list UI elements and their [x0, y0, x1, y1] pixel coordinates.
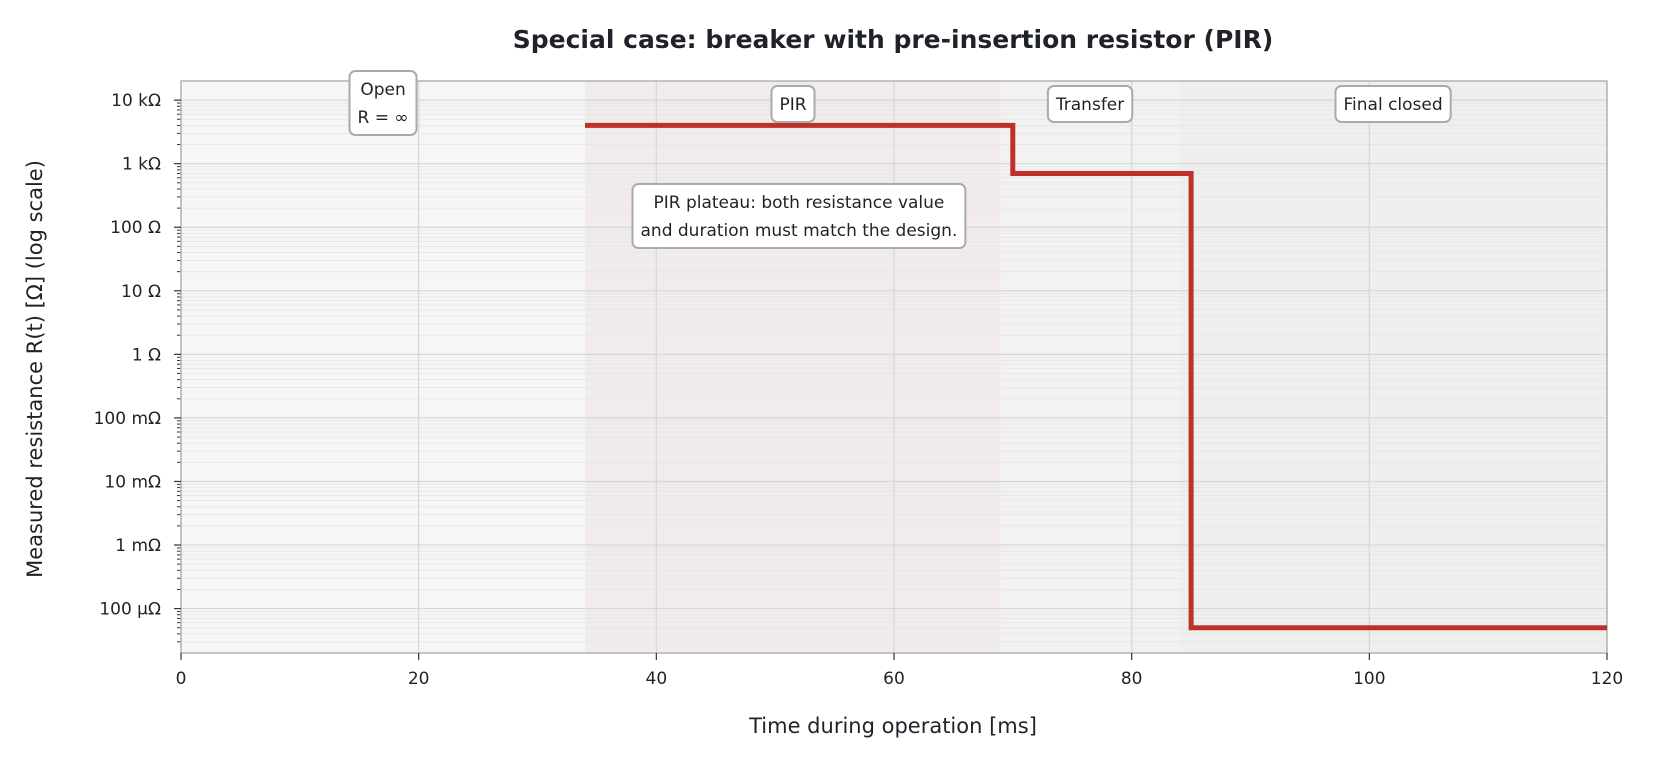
phase-label-3: Final closed: [1334, 85, 1452, 123]
y-tick-label: 10 Ω: [121, 282, 161, 302]
annotation-0: PIR plateau: both resistance value and du…: [631, 183, 967, 250]
phase-label-0-text: Open: [360, 80, 405, 100]
y-tick-label: 100 µΩ: [99, 600, 161, 620]
chart-title: Special case: breaker with pre-insertion…: [513, 25, 1274, 54]
y-tick-label: 1 kΩ: [122, 155, 161, 175]
phase-label-1-text: PIR: [779, 95, 806, 115]
x-tick-label: 20: [408, 669, 430, 689]
y-tick-label: 10 kΩ: [111, 91, 161, 111]
phase-label-1: PIR: [770, 85, 816, 123]
x-tick-label: 0: [176, 669, 187, 689]
annotation-0-text: PIR plateau: both resistance value: [653, 193, 944, 213]
phase-label-3-text: Final closed: [1344, 95, 1443, 115]
phase-label-2-text: Transfer: [1055, 95, 1124, 115]
annotation-0-box: [631, 183, 967, 250]
phase-band-0: [181, 81, 586, 653]
x-tick-label: 100: [1353, 669, 1385, 689]
phase-label-3-box: [1334, 85, 1452, 123]
phase-band-3: [1179, 81, 1607, 653]
phase-band-1: [585, 81, 1001, 653]
series-line-0: [585, 122, 1607, 631]
phase-band-2: [1000, 81, 1180, 653]
y-tick-label: 1 mΩ: [115, 536, 161, 556]
y-tick-label: 10 mΩ: [104, 472, 161, 492]
phase-label-0: Open R = ∞: [348, 70, 418, 136]
phase-label-2-box: [1046, 85, 1134, 123]
x-tick-label: 40: [646, 669, 668, 689]
annotation-0-text: and duration must match the design.: [641, 221, 958, 241]
x-tick-label: 80: [1121, 669, 1143, 689]
x-axis-label: Time during operation [ms]: [748, 714, 1037, 738]
x-tick-label: 120: [1591, 669, 1623, 689]
y-axis-label: Measured resistance R(t) [Ω] (log scale): [23, 160, 47, 578]
phase-label-1-box: [770, 85, 816, 123]
phase-label-0-box: [348, 70, 418, 136]
plot-area: 100 µΩ 1 mΩ 10 mΩ 100 mΩ 1 Ω 10 Ω 100 Ω 1 kΩ 10 …: [94, 70, 1623, 689]
phase-label-2: Transfer: [1046, 85, 1134, 123]
x-tick-label: 60: [883, 669, 905, 689]
phase-label-0-text: R = ∞: [358, 108, 409, 128]
y-tick-label: 1 Ω: [132, 345, 161, 365]
y-tick-label: 100 Ω: [110, 218, 161, 238]
y-tick-label: 100 mΩ: [94, 409, 161, 429]
